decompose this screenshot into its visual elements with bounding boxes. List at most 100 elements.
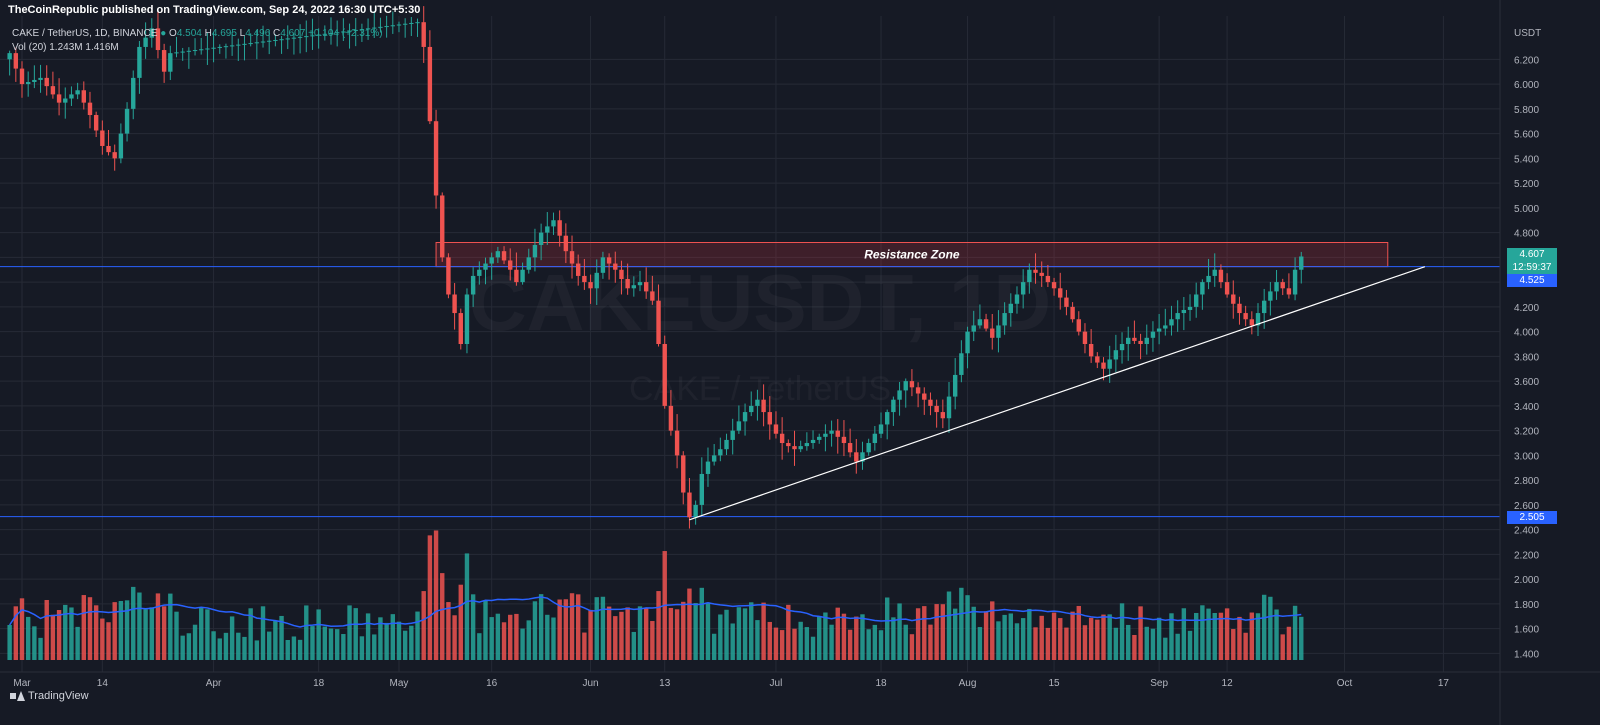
x-tick-label: 15 [1048,678,1060,689]
y-tick-label: 1.400 [1514,649,1539,660]
candle-body [1002,313,1007,326]
candle-body [866,443,871,453]
volume-bar [1095,619,1100,660]
last-price-badge: 4.607 12:59:37 [1507,248,1557,275]
volume-bar [569,593,575,660]
candle-body [32,79,37,83]
candle-body [1132,337,1137,341]
x-tick-label: 18 [875,678,887,689]
candle-body [1045,275,1051,283]
candle-body [934,405,939,413]
candle-body [971,325,976,332]
candle-body [891,399,896,413]
volume-bar [279,615,284,660]
candle-body [291,37,297,39]
candle-body [69,94,74,99]
volume-bar [1268,596,1273,660]
volume-bar [69,607,74,660]
volume-bar [885,597,890,660]
volume-bar [199,607,204,660]
candle-body [767,412,772,425]
volume-bar [557,599,562,660]
candle-body [458,313,463,344]
candle-body [1076,319,1081,332]
volume-bar [1218,612,1224,660]
candle-body [347,30,352,32]
candle-body [440,195,445,258]
candle-body [576,263,581,276]
candle-body [1200,282,1205,295]
volume-bar [520,628,525,660]
volume-bar [563,599,569,660]
candle-body [1187,306,1193,310]
candle-body [87,102,93,116]
candle-body [1212,269,1217,276]
candle-body [755,399,760,406]
tradingview-brand[interactable]: TradingView [10,690,89,702]
volume-bar [1008,613,1013,660]
volume-bar [415,611,420,660]
volume-bar [1033,627,1038,660]
volume-bar [433,530,439,660]
volume-bar [508,614,513,660]
candle-body [1280,282,1285,289]
volume-bar [87,597,93,660]
legend-close-label: C [273,28,281,39]
candle-body [817,436,822,440]
candle-body [854,452,859,462]
volume-bar [600,596,606,660]
candle-body [205,48,210,50]
candle-body [229,45,235,47]
volume-bar [866,629,871,660]
volume-bar [470,594,476,660]
candle-body [267,40,272,42]
volume-bar [384,622,389,660]
volume-bar [32,626,37,660]
volume-bar [767,621,772,660]
volume-bar [316,609,321,660]
candle-body [749,405,754,413]
candle-body [427,46,433,122]
volume-bar [396,621,402,660]
volume-bar [1163,637,1168,660]
candle-body [705,461,711,474]
candle-body [1224,282,1230,295]
legend-high-value: 4.695 [211,28,237,39]
volume-bar [582,632,587,660]
x-tick-label: 14 [97,678,109,689]
candle-body [464,294,470,344]
volume-bar [1280,634,1285,660]
y-tick-label: 1.600 [1514,625,1539,636]
x-tick-label: Apr [206,678,222,689]
volume-bar [25,616,31,660]
volume-bar [254,640,260,660]
y-tick-label: 1.800 [1514,600,1539,611]
volume-bar [940,604,946,660]
candle-body [501,251,507,261]
volume-bar [1243,632,1248,660]
candle-body [990,328,995,338]
candle-body [174,52,179,54]
volume-bar [1082,625,1088,660]
volume-bar [446,602,451,660]
candle-body [223,46,229,48]
volume-bar [761,602,766,660]
chart-watermark-symbol: CAKEUSDT, 1D [469,258,1051,347]
ascending-trendline [689,266,1426,521]
volume-bar [903,624,908,660]
volume-bar [798,621,803,660]
candle-body [1218,269,1224,283]
candle-body [254,42,260,44]
candle-body [168,53,173,72]
volume-legend: Vol (20) 1.243M 1.416M [12,42,119,53]
candle-body [687,492,692,518]
legend-open-value: 4.504 [176,28,202,39]
horizontal-lines-layer [0,266,1500,518]
volume-bar [19,598,25,660]
volume-bar [847,629,853,660]
publisher-line: TheCoinRepublic published on TradingView… [8,4,421,16]
volume-bar [971,606,976,660]
volume-bar [705,602,711,660]
volume-bar [1027,608,1032,660]
